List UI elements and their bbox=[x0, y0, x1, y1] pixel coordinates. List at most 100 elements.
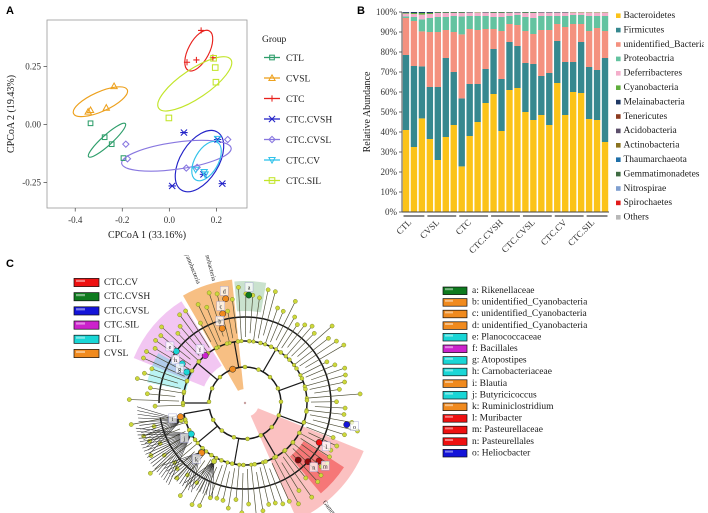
panel-b-bar-segment bbox=[402, 18, 410, 55]
panel-b-bar-segment bbox=[466, 29, 473, 84]
panel-b-bar-segment bbox=[434, 87, 442, 160]
panel-b-bar-segment bbox=[530, 18, 537, 34]
panel-b-legend-label: Deferribacteres bbox=[624, 68, 683, 79]
panel-a-point bbox=[212, 78, 220, 86]
panel-b-bar-segment bbox=[402, 16, 410, 18]
panel-b-bar-segment bbox=[418, 12, 426, 13]
panel-c-branch bbox=[278, 381, 304, 392]
panel-b-bar-segment bbox=[593, 28, 601, 70]
panel-c-node-label: h: Carnobacteriaceae bbox=[472, 367, 552, 377]
panel-c-leaf-branch bbox=[227, 468, 235, 509]
panel-c-leaf-branch bbox=[275, 301, 296, 341]
panel-b-bar-segment bbox=[410, 147, 418, 212]
panel-a-point bbox=[168, 182, 176, 190]
panel-c-leaf-node bbox=[148, 385, 153, 391]
panel-b-bar-segment bbox=[410, 12, 418, 13]
panel-b-legend-swatch bbox=[616, 186, 621, 191]
panel-c-swatch-gloss bbox=[76, 308, 85, 311]
panel-c-leaf-node bbox=[207, 495, 213, 501]
panel-b-bar-segment bbox=[434, 13, 442, 17]
panel-b-bar-segment bbox=[402, 12, 410, 14]
panel-a-point bbox=[110, 81, 119, 90]
panel-c-wedge-label: Gammaproteobacteria bbox=[321, 499, 361, 513]
panel-b-ytick: 20% bbox=[381, 167, 398, 177]
panel-b-legend-label: Tenericutes bbox=[624, 112, 668, 122]
panel-c-wedge-label: Cyanobacteria bbox=[181, 255, 201, 285]
panel-b-bar-segment bbox=[506, 90, 513, 212]
panel-c-significant-node bbox=[222, 295, 230, 303]
panel-c-leaf-node bbox=[159, 324, 164, 330]
panel-b-bar-segment bbox=[450, 32, 457, 72]
panel-c-leaf-branch bbox=[209, 464, 223, 498]
panel-a-legend-title: Group bbox=[262, 35, 287, 45]
panel-a-legend-label: CVSL bbox=[286, 75, 310, 85]
panel-c-node-swatch bbox=[442, 286, 468, 295]
panel-b-bar-segment bbox=[466, 12, 473, 16]
panel-c-internal-node bbox=[297, 430, 302, 436]
panel-c-leaf-node bbox=[296, 488, 302, 493]
panel-c-leaf-branch bbox=[305, 344, 345, 368]
panel-c-leaf-node bbox=[214, 291, 220, 297]
panel-b-bar-segment bbox=[442, 12, 449, 13]
panel-c-leaf-branch bbox=[275, 316, 295, 350]
panel-b-legend-swatch bbox=[616, 42, 621, 47]
panel-b-bar-segment bbox=[585, 67, 593, 119]
panel-c-leaf-node bbox=[152, 346, 158, 351]
panel-b-ytick: 50% bbox=[381, 107, 398, 117]
panel-c-leaf-branch bbox=[143, 421, 187, 437]
panel-c-leaf-branch bbox=[282, 456, 312, 498]
panel-c-leaf-node bbox=[334, 338, 339, 344]
panel-b-bar-segment bbox=[522, 63, 529, 112]
panel-c-node-key-box bbox=[215, 316, 225, 326]
panel-b-legend-swatch bbox=[616, 128, 621, 134]
panel-a-point bbox=[121, 140, 130, 149]
panel-c-fan-branch bbox=[199, 461, 215, 493]
panel-c-leaf-node bbox=[315, 479, 321, 485]
panel-c-leaf-branch bbox=[241, 472, 244, 513]
panel-c-node-key: n bbox=[312, 466, 315, 472]
panel-c-internal-node bbox=[294, 366, 299, 371]
panel-c-fan-branch bbox=[196, 461, 215, 491]
panel-c-fan-branch bbox=[202, 461, 215, 494]
panel-c-internal-node bbox=[263, 342, 268, 347]
panel-c-fan-branch bbox=[143, 419, 182, 441]
panel-b-bar-segment bbox=[593, 16, 601, 28]
panel-c-lefse-cladogram: CTC.CV CTC.CVSH CTC.CVSL CTC.SIL CTL CVSL a: R… bbox=[73, 255, 588, 513]
panel-c-leaf-node bbox=[246, 501, 251, 507]
panel-c-highlight-wedge bbox=[183, 279, 244, 391]
panel-b-bar-segment bbox=[418, 14, 426, 20]
panel-b-legend-swatch bbox=[616, 71, 621, 76]
panel-c-fan-branch bbox=[190, 461, 215, 488]
panel-c-internal-node bbox=[251, 339, 256, 344]
panel-c-internal-node bbox=[278, 350, 284, 355]
panel-b-stacked-bar: 0% 10% 20% 30% 40% 50% 60% 70% 80% 90% 100% Relativ… bbox=[362, 7, 704, 255]
panel-a-point bbox=[84, 107, 93, 115]
panel-b-bar-segment bbox=[522, 12, 529, 13]
panel-b-bar-segment bbox=[418, 118, 426, 212]
panel-c-swatch-gloss bbox=[445, 427, 453, 430]
panel-a-legend-label: CTC bbox=[286, 95, 304, 105]
panel-c-node-key: h bbox=[174, 358, 177, 364]
panel-b-bar-segment bbox=[450, 13, 457, 16]
panel-c-branch bbox=[183, 408, 210, 415]
panel-b-bar-segment bbox=[410, 17, 418, 21]
panel-c-node-label: n: Pasteurellales bbox=[472, 437, 534, 447]
panel-a-xtick: -0.2 bbox=[115, 215, 129, 225]
panel-c-fan-branch bbox=[147, 419, 182, 451]
panel-b-legend-swatch bbox=[616, 56, 621, 62]
panel-c-group-label: CVSL bbox=[104, 349, 128, 359]
panel-c-node-key: b bbox=[218, 319, 221, 325]
panel-c-leaf-node bbox=[326, 336, 331, 341]
panel-a-legend-label: CTC.SIL bbox=[286, 177, 321, 187]
panel-b-bar-segment bbox=[546, 73, 553, 125]
panel-c-node-label: d: unidentified_Cyanobacteria bbox=[472, 320, 588, 331]
panel-c-leaf-node bbox=[126, 397, 132, 402]
panel-c-internal-node bbox=[239, 339, 244, 344]
panel-b-legend-label: Firmicutes bbox=[624, 25, 665, 35]
panel-c-leaf-branch bbox=[196, 459, 212, 483]
panel-c-leaf-branch bbox=[306, 426, 334, 438]
panel-c-leaf-branch bbox=[281, 324, 298, 349]
panel-c-leaf-node bbox=[272, 500, 278, 506]
panel-a-point bbox=[182, 164, 191, 172]
panel-c-node-swatch bbox=[442, 298, 468, 307]
